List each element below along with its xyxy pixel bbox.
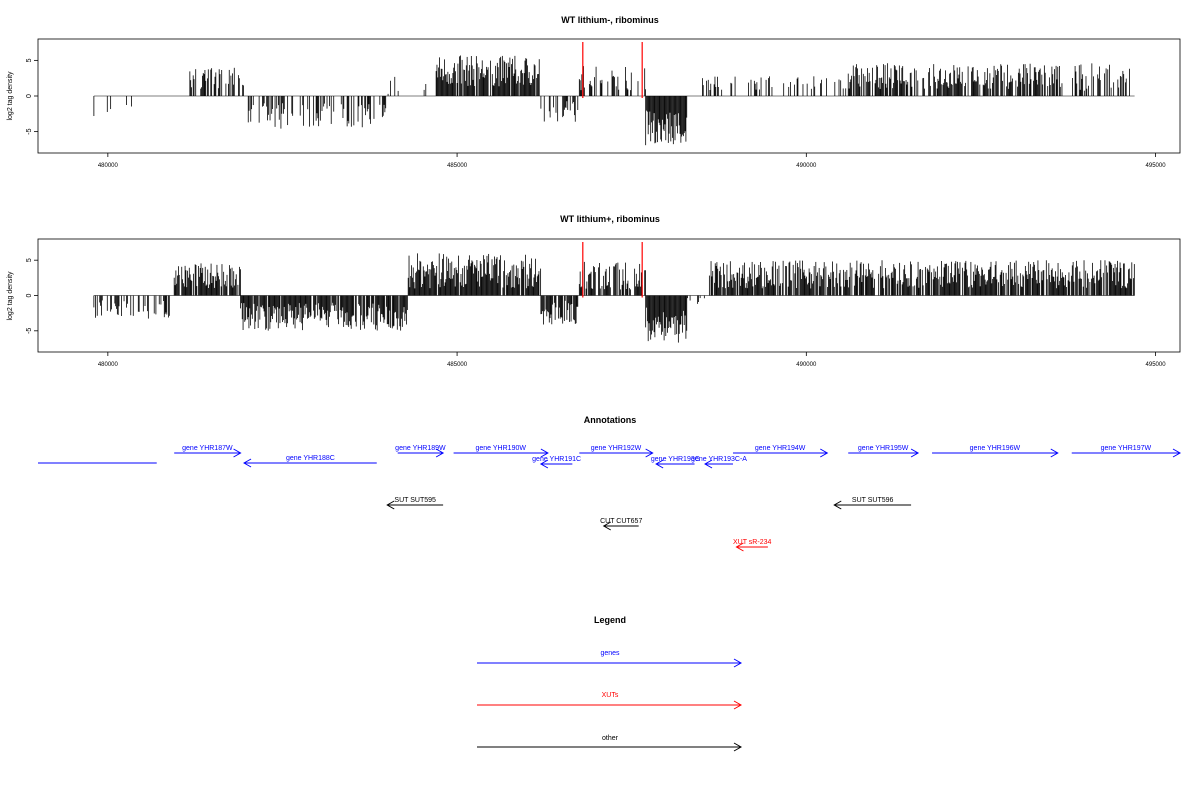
highlight-lines (582, 42, 643, 98)
feature-label: SUT SUT596 (852, 497, 894, 504)
legend-arrowhead-xuts (733, 700, 743, 710)
track-panel-lithium-plus: WT lithium+, ribominus log2 tag density … (7, 214, 1181, 368)
feature-arrows: gene YHR187W gene YHR188C gene YHR189W gene… (38, 445, 1182, 552)
legend-arrowhead-other (733, 742, 743, 752)
feature-label: gene YHR194W (755, 445, 806, 452)
feature-arrowhead (910, 448, 920, 458)
feature-label: gene YHR187W (182, 445, 233, 452)
feature-arrowhead (233, 448, 242, 458)
y-axis-label: log2 tag density (7, 71, 14, 121)
panel-title: WT lithium-, ribominus (561, 15, 659, 25)
y-tick-label: -5 (26, 128, 33, 134)
feature-arrowhead (602, 521, 612, 531)
x-tick-label: 480000 (98, 163, 119, 169)
highlight-lines (582, 242, 643, 298)
coverage-bars (93, 55, 1135, 146)
feature-label: gene YHR191C (532, 456, 581, 463)
y-tick-label: 5 (26, 258, 33, 262)
legend-title: Legend (594, 615, 626, 625)
feature-label: gene YHR193C-A (691, 456, 747, 463)
x-tick-label: 485000 (447, 163, 468, 169)
feature-label: gene YHR188C (286, 455, 335, 462)
legend-label-xuts: XUTs (602, 692, 619, 699)
y-tick-label: 5 (26, 58, 33, 62)
x-tick-label: 485000 (447, 362, 468, 368)
feature-arrowhead (820, 448, 829, 458)
feature-arrowhead (243, 458, 252, 468)
feature-label: XUT sR-234 (733, 539, 771, 546)
x-tick-label: 490000 (796, 163, 817, 169)
y-axis: -5 0 5 (26, 258, 38, 334)
feature-label: gene YHR189W (395, 445, 446, 452)
feature-label: CUT CUT657 (600, 518, 642, 525)
feature-arrowhead (833, 500, 842, 510)
feature-arrowhead (386, 500, 395, 510)
x-axis: 480000 485000 490000 495000 (98, 153, 1166, 169)
x-tick-label: 490000 (796, 362, 817, 368)
track-panel-lithium-minus: WT lithium-, ribominus log2 tag density … (7, 15, 1181, 169)
y-tick-label: 0 (26, 94, 33, 98)
x-tick-label: 495000 (1146, 163, 1167, 169)
y-tick-label: 0 (26, 293, 33, 297)
legend-label-genes: genes (600, 650, 620, 657)
feature-label: gene YHR192W (591, 445, 642, 452)
y-axis-label: log2 tag density (7, 271, 14, 321)
feature-arrowhead (645, 448, 654, 458)
x-tick-label: 495000 (1146, 362, 1167, 368)
feature-arrowhead (539, 459, 549, 469)
feature-arrowhead (540, 448, 549, 458)
x-tick-label: 480000 (98, 362, 119, 368)
feature-arrowhead (735, 542, 744, 552)
feature-label: SUT SUT595 (394, 497, 436, 504)
legend-arrowhead-genes (733, 658, 743, 668)
legend-label-other: other (602, 735, 619, 742)
legend: Legend genes XUTs other (477, 615, 743, 752)
feature-arrowhead (1050, 448, 1059, 458)
feature-arrowhead (704, 459, 713, 469)
feature-arrowhead (1172, 448, 1182, 458)
feature-label: gene YHR197W (1101, 445, 1152, 452)
panel-title: WT lithium+, ribominus (560, 214, 660, 224)
coverage-bars (93, 253, 1135, 343)
feature-label: gene YHR196W (970, 445, 1021, 452)
feature-label: gene YHR195W (858, 445, 909, 452)
y-axis: -5 0 5 (26, 58, 38, 135)
feature-label: gene YHR190W (476, 445, 527, 452)
feature-arrowhead (435, 448, 445, 458)
x-axis: 480000 485000 490000 495000 (98, 352, 1166, 368)
annotations-title: Annotations (584, 415, 637, 425)
feature-arrowhead (655, 459, 664, 469)
y-tick-label: -5 (26, 328, 33, 334)
feature-label: gene YHR193C (651, 456, 700, 463)
